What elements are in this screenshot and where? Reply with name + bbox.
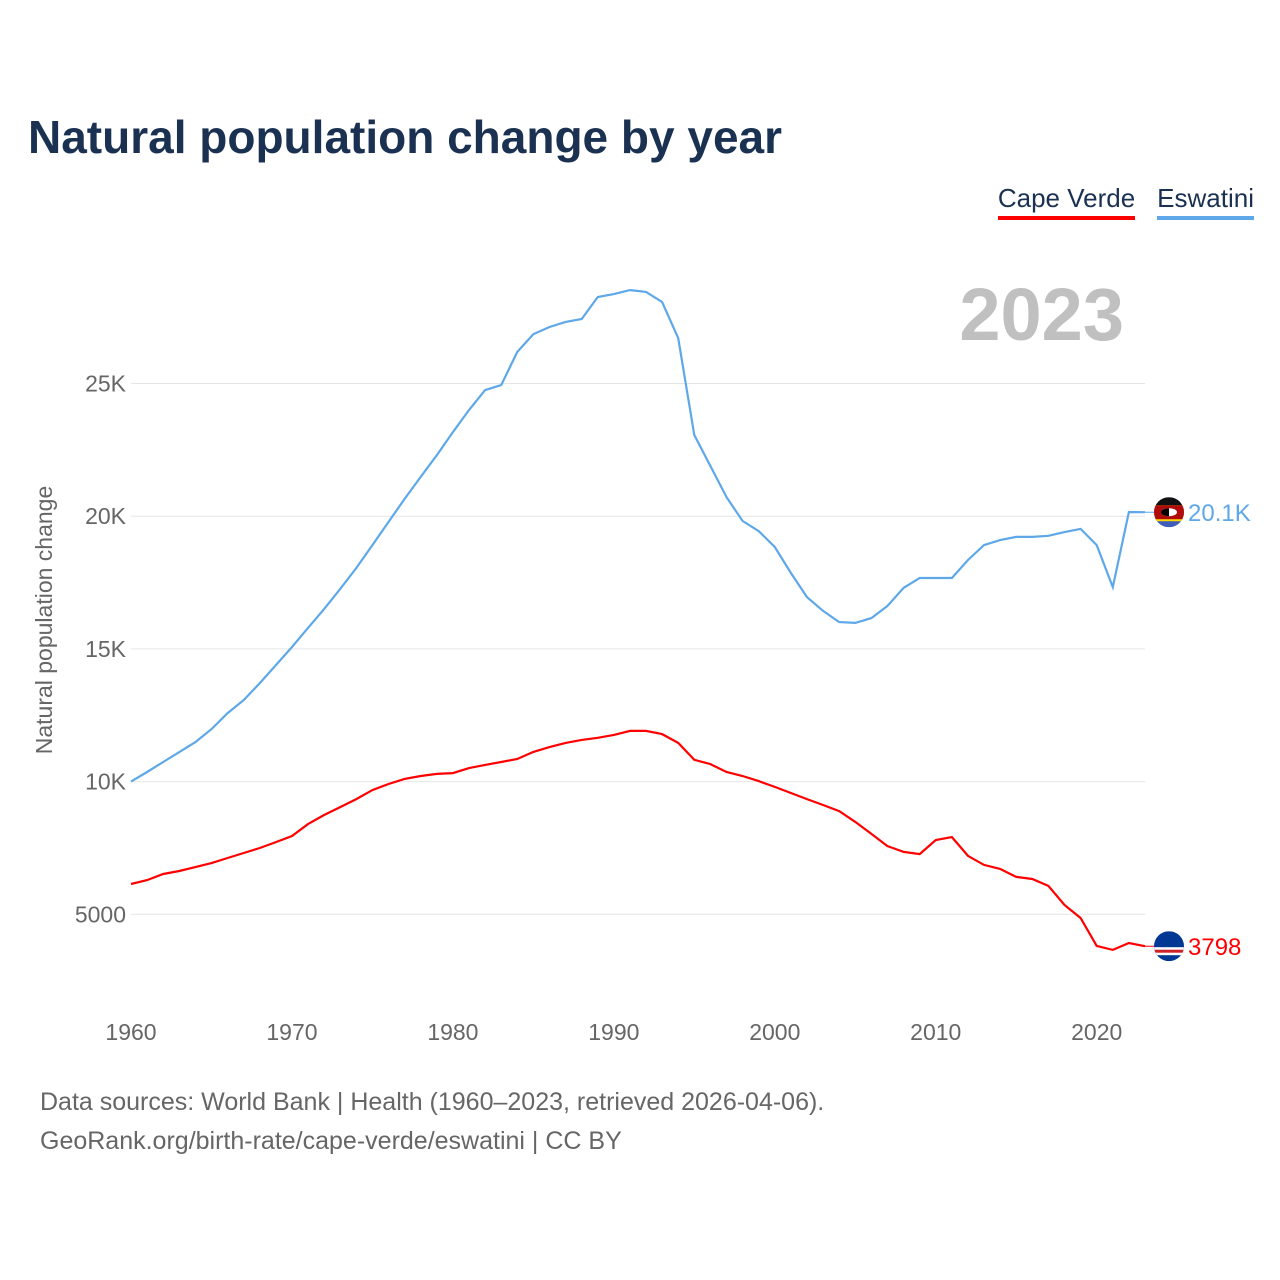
x-tick-label: 1990 <box>588 1019 639 1045</box>
cape-verde-flag-icon <box>1154 931 1184 962</box>
x-tick-label: 1970 <box>266 1019 317 1045</box>
legend: Cape Verde Eswatini <box>997 183 1254 220</box>
y-tick-label: 20K <box>85 503 127 529</box>
series-line-cape-verde <box>130 729 1146 952</box>
x-tick-label: 2010 <box>910 1019 961 1045</box>
x-tick-label: 1960 <box>105 1019 156 1045</box>
legend-eswatini[interactable]: Eswatini <box>1157 183 1254 220</box>
end-value-label: 20.1K <box>1188 500 1251 527</box>
x-tick-label: 1980 <box>427 1019 478 1045</box>
eswatini-flag-icon <box>1154 497 1184 528</box>
y-tick-label: 5000 <box>75 901 126 927</box>
x-tick-label: 2000 <box>749 1019 800 1045</box>
y-tick-label: 25K <box>85 371 127 397</box>
year-watermark: 2023 <box>959 273 1124 356</box>
footer-sources: Data sources: World Bank | Health (1960–… <box>40 1088 825 1116</box>
y-tick-label: 10K <box>85 769 127 795</box>
legend-cape-verde[interactable]: Cape Verde <box>997 183 1136 220</box>
end-value-label: 3798 <box>1188 934 1241 961</box>
y-axis-label: Natural population change <box>31 486 57 755</box>
footer-attribution: GeoRank.org/birth-rate/cape-verde/eswati… <box>40 1127 622 1155</box>
y-tick-label: 15K <box>85 636 127 662</box>
chart-title: Natural population change by year <box>28 111 783 163</box>
x-tick-label: 2020 <box>1071 1019 1122 1045</box>
series-line-eswatini <box>130 288 1146 783</box>
